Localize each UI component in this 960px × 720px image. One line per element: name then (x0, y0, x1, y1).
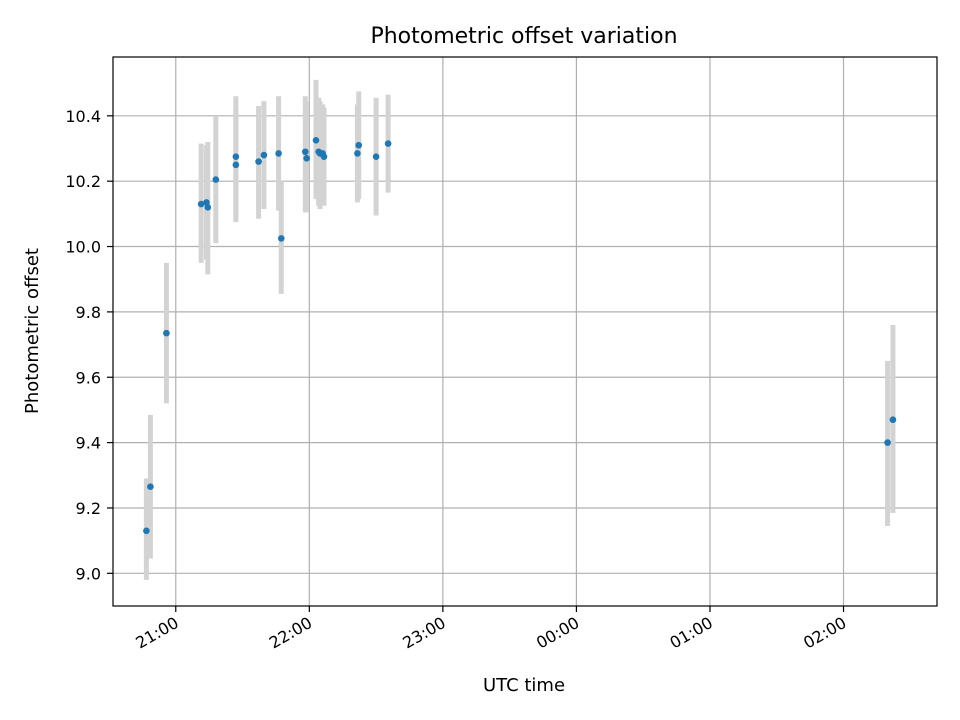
data-point (212, 176, 220, 183)
data-point (354, 150, 361, 157)
data-point (275, 150, 282, 157)
data-point (204, 204, 212, 211)
y-tick-label: 9.8 (76, 303, 101, 322)
data-point (303, 155, 310, 162)
data-point (143, 527, 150, 535)
data-point (384, 140, 392, 147)
x-axis-label: UTC time (483, 675, 565, 696)
data-point (884, 439, 891, 446)
data-point (302, 148, 309, 156)
y-tick-label: 9.6 (76, 368, 101, 387)
data-points (143, 137, 897, 535)
data-point (372, 153, 380, 160)
y-tick-label: 10.4 (65, 107, 101, 126)
data-point (277, 235, 285, 242)
data-point (312, 137, 320, 144)
data-point (147, 483, 154, 491)
data-point (163, 329, 170, 337)
chart-title: Photometric offset variation (370, 24, 677, 49)
plot-frame (112, 56, 938, 607)
y-tick-label: 9.2 (76, 499, 101, 518)
data-point (889, 416, 897, 424)
y-axis-label: Photometric offset (22, 248, 43, 414)
data-point (232, 161, 240, 169)
data-point (232, 153, 240, 160)
data-point (260, 151, 268, 159)
y-tick-label: 9.0 (76, 564, 101, 583)
data-point (197, 200, 205, 208)
y-tick-label: 10.0 (65, 238, 101, 257)
y-tick-label: 9.4 (76, 434, 101, 453)
data-point (320, 153, 328, 160)
grid-lines (113, 57, 937, 606)
y-tick-label: 10.2 (65, 172, 101, 191)
data-point (255, 158, 262, 165)
data-point (355, 141, 363, 149)
y-ticks: 9.0 9.2 9.4 9.6 9.8 10.0 10.2 10.4 (65, 107, 113, 583)
